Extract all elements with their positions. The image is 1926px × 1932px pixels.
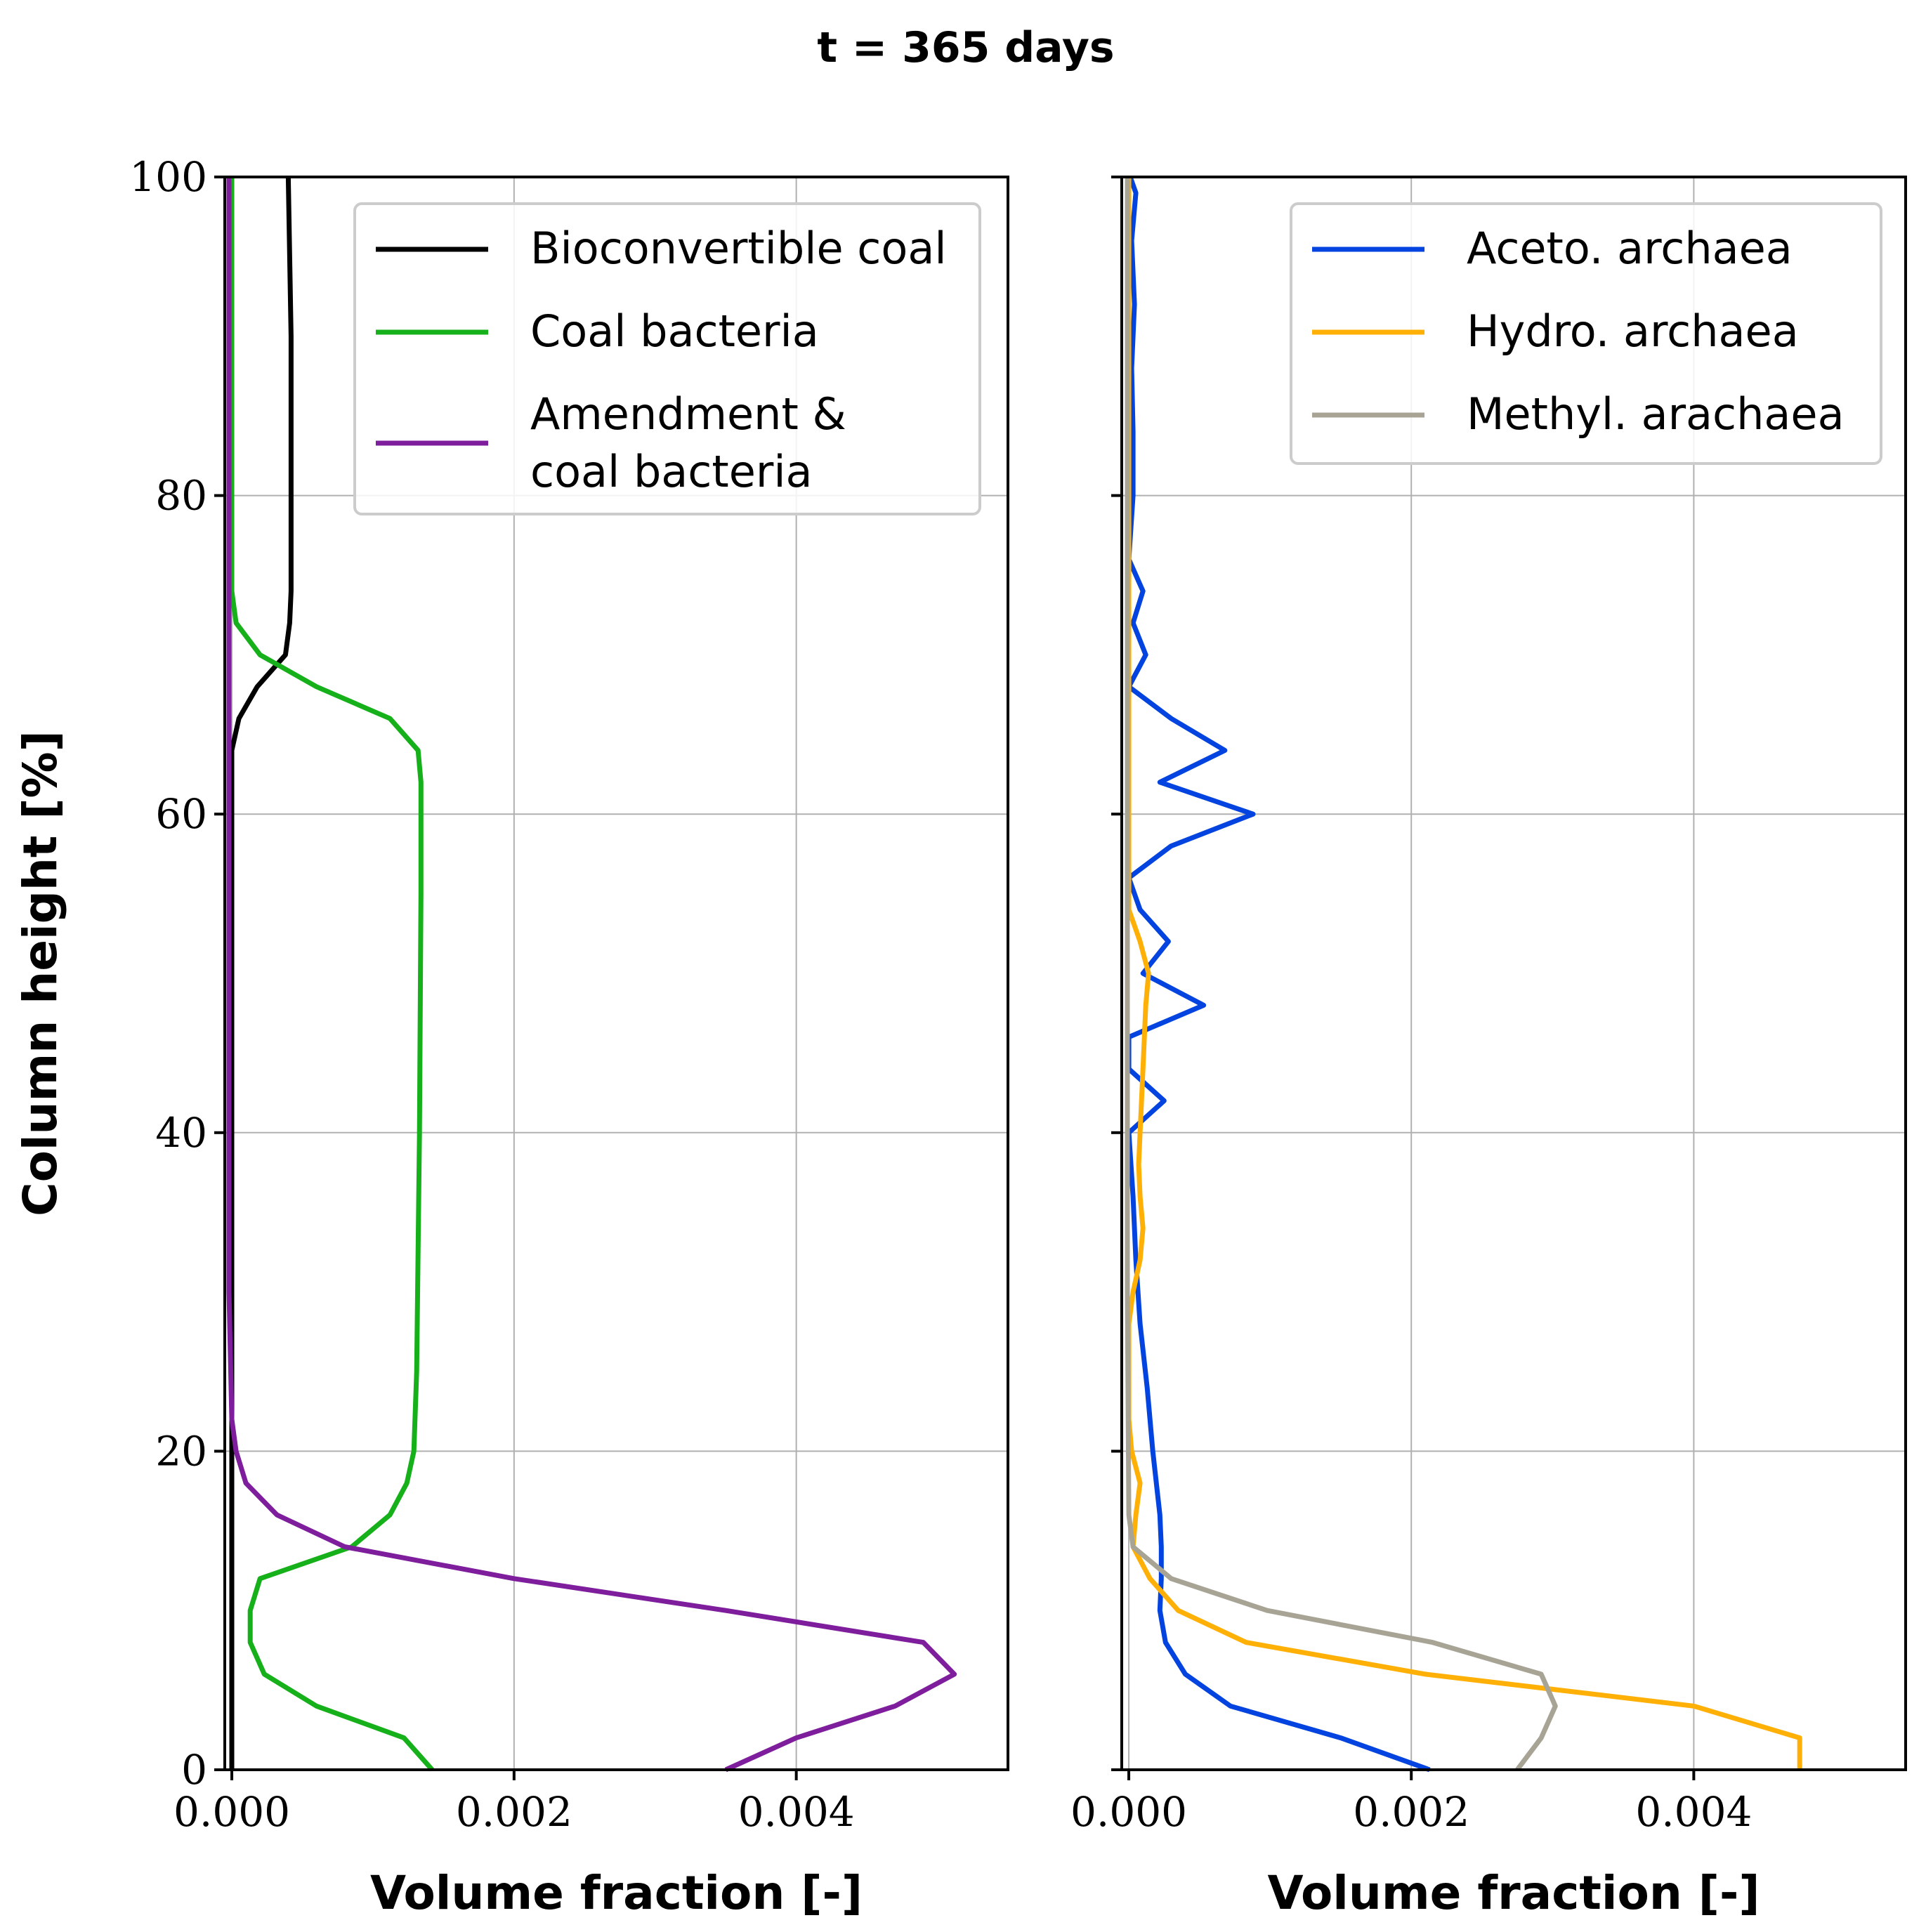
y-tick-label: 60: [155, 790, 207, 838]
series-line-coal_bacteria: [229, 177, 434, 1772]
series-line-methyl: [1125, 177, 1558, 1772]
legend-label: Methyl. arachaea: [1467, 388, 1845, 440]
x-tick-label: 0.000: [173, 1788, 290, 1836]
legend-label: Coal bacteria: [530, 305, 819, 357]
legend-box: [353, 202, 981, 515]
series-line-bioconvertible: [229, 176, 294, 1770]
x-axis-label: Volume fraction [-]: [370, 1866, 863, 1920]
x-tick-label: 0.002: [1353, 1788, 1469, 1836]
x-tick-label: 0.002: [456, 1788, 572, 1836]
legend-box: [1290, 202, 1882, 465]
y-tick-label: 40: [155, 1109, 207, 1157]
y-axis-label: Column height [%]: [13, 730, 67, 1216]
x-tick-label: 0.004: [738, 1788, 855, 1836]
x-axis-label: Volume fraction [-]: [1267, 1866, 1760, 1920]
legend-label: Hydro. archaea: [1467, 305, 1799, 357]
figure-title: t = 365 days: [817, 23, 1114, 72]
legend-label: Amendment &: [530, 388, 846, 440]
axes-frame: [223, 176, 1009, 1771]
legend: Bioconvertible coal Coal bacteria Amendmen…: [353, 202, 981, 515]
right-panel: 0.000 0.002 0.004 Volume fraction [-] Aceto.…: [1070, 176, 1907, 1920]
left-panel: 0.000 0.002 0.004 0 20 40 60 80 100 Volume fracti…: [13, 153, 1009, 1920]
x-tick-label: 0.000: [1070, 1788, 1187, 1836]
series-line-amendment: [226, 177, 957, 1773]
y-tick-label: 20: [155, 1427, 207, 1475]
legend-label: Bioconvertible coal: [530, 223, 947, 274]
x-tick-label: 0.004: [1635, 1788, 1752, 1836]
legend-label: Aceto. archaea: [1467, 223, 1793, 274]
legend-label: coal bacteria: [530, 446, 813, 497]
y-tick-label: 100: [129, 153, 207, 201]
y-tick-label: 0: [181, 1746, 207, 1794]
y-tick-label: 80: [155, 472, 207, 520]
axes-frame: [1120, 176, 1907, 1771]
legend: Aceto. archaea Hydro. archaea Methyl. arac…: [1290, 202, 1882, 465]
